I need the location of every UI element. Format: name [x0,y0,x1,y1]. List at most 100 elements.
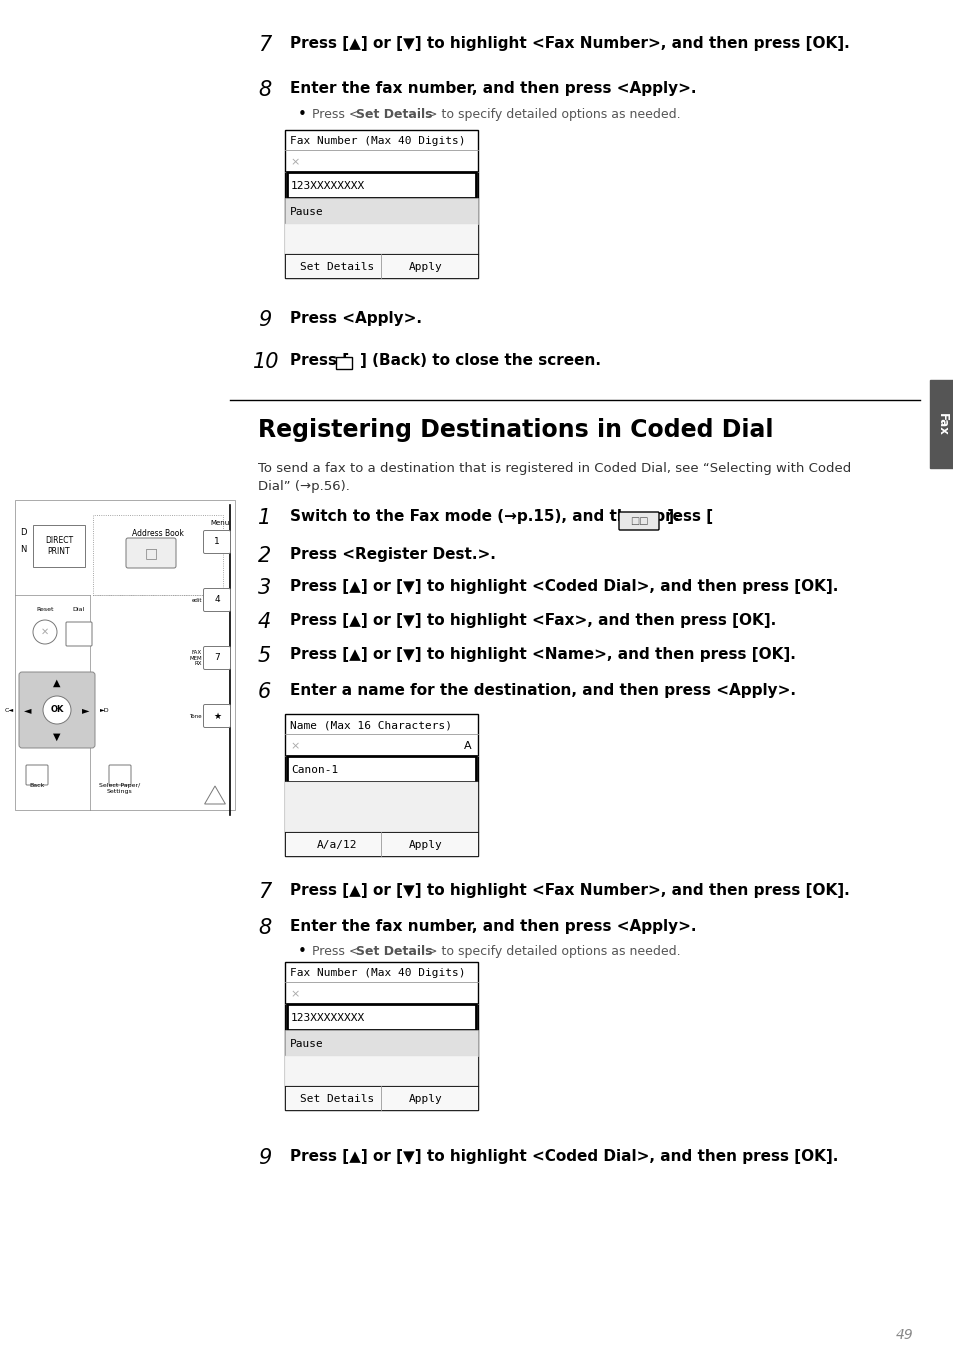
FancyBboxPatch shape [203,589,231,612]
FancyBboxPatch shape [109,765,131,784]
Text: ×: × [290,157,299,167]
Text: Apply: Apply [409,1094,442,1104]
Text: Set Details: Set Details [355,108,432,122]
Text: Enter the fax number, and then press <Apply>.: Enter the fax number, and then press <Ap… [290,919,696,934]
Text: Select Paper/
Settings: Select Paper/ Settings [99,783,140,794]
Text: Switch to the Fax mode (→p.15), and then press [: Switch to the Fax mode (→p.15), and then… [290,509,713,524]
FancyBboxPatch shape [203,705,231,728]
Text: Reset: Reset [36,608,53,612]
Text: Dial: Dial [72,608,85,612]
Text: ▼: ▼ [53,732,61,742]
Text: ◄: ◄ [24,705,31,716]
Bar [285,963,477,1110]
Text: ✕: ✕ [41,626,49,637]
Text: ▲: ▲ [53,678,61,688]
Bar [287,756,476,782]
Text: D: D [20,528,27,537]
Text: 8: 8 [257,918,271,938]
Text: ×: × [290,741,299,751]
FancyBboxPatch shape [618,512,659,531]
Text: Menu: Menu [211,520,230,526]
Text: Enter the fax number, and then press <Apply>.: Enter the fax number, and then press <Ap… [290,81,696,96]
Text: ★: ★ [213,711,221,721]
Text: ►D: ►D [100,707,110,713]
FancyBboxPatch shape [203,647,231,670]
Bar [929,379,953,468]
Text: Tone: Tone [190,714,202,718]
Text: Set Details: Set Details [299,262,374,271]
Bar [285,714,477,856]
Text: > to specify detailed options as needed.: > to specify detailed options as needed. [427,108,679,122]
Text: Registering Destinations in Coded Dial: Registering Destinations in Coded Dial [257,418,773,441]
Text: Apply: Apply [409,840,442,850]
Text: Press [▲] or [▼] to highlight <Fax>, and then press [OK].: Press [▲] or [▼] to highlight <Fax>, and… [290,613,776,628]
Circle shape [33,620,57,644]
Bar [335,356,352,369]
Text: Set Details: Set Details [299,1094,374,1104]
Text: Press [: Press [ [290,352,349,369]
Text: 9: 9 [257,310,271,329]
Bar [285,1085,477,1110]
Text: Press [▲] or [▼] to highlight <Fax Number>, and then press [OK].: Press [▲] or [▼] to highlight <Fax Numbe… [290,883,849,898]
Text: Enter a name for the destination, and then press <Apply>.: Enter a name for the destination, and th… [290,683,795,698]
Text: 7: 7 [257,35,271,55]
Text: Fax: Fax [935,413,947,436]
Text: Press [▲] or [▼] to highlight <Fax Number>, and then press [OK].: Press [▲] or [▼] to highlight <Fax Numbe… [290,36,849,51]
FancyBboxPatch shape [26,765,48,784]
Text: ].: ]. [661,509,679,524]
Text: Press [▲] or [▼] to highlight <Name>, and then press [OK].: Press [▲] or [▼] to highlight <Name>, an… [290,647,795,662]
Text: Set Details: Set Details [355,945,432,958]
Text: □: □ [144,545,157,560]
Bar [285,198,477,224]
Text: ►: ► [82,705,90,716]
Text: ] (Back) to close the screen.: ] (Back) to close the screen. [359,352,600,369]
FancyBboxPatch shape [126,539,175,568]
Bar [285,130,477,278]
FancyBboxPatch shape [19,672,95,748]
Text: Fax Number (Max 40 Digits): Fax Number (Max 40 Digits) [290,136,465,146]
Text: A/a/12: A/a/12 [316,840,357,850]
Text: edit: edit [192,598,202,602]
Text: Dial” (→p.56).: Dial” (→p.56). [257,481,350,493]
Bar [285,224,477,254]
Text: Press [▲] or [▼] to highlight <Coded Dial>, and then press [OK].: Press [▲] or [▼] to highlight <Coded Dia… [290,579,838,594]
Text: A: A [464,741,472,751]
Circle shape [43,697,71,724]
Bar [285,1056,477,1085]
Text: 9: 9 [257,1148,271,1168]
Text: Press <: Press < [312,945,359,958]
Bar [287,171,476,198]
Text: Press <: Press < [312,108,359,122]
Text: > to specify detailed options as needed.: > to specify detailed options as needed. [427,945,679,958]
Text: 8: 8 [257,80,271,100]
Text: FAX
MEM
RX: FAX MEM RX [190,649,202,667]
Text: Address Book: Address Book [132,528,184,537]
Text: Pause: Pause [290,207,323,217]
Bar [285,1030,477,1056]
Text: Fax Number (Max 40 Digits): Fax Number (Max 40 Digits) [290,968,465,977]
Text: 3: 3 [257,578,271,598]
Bar [285,782,477,832]
Text: 7: 7 [213,653,219,663]
Bar [33,525,85,567]
Text: Back: Back [30,783,45,788]
Text: 49: 49 [895,1328,913,1342]
Text: C◄: C◄ [5,707,14,713]
Text: Press <Apply>.: Press <Apply>. [290,310,421,325]
Text: N: N [20,545,27,554]
Text: 1: 1 [257,508,271,528]
Text: Apply: Apply [409,262,442,271]
Text: Name (Max 16 Characters): Name (Max 16 Characters) [290,720,452,730]
Text: DIRECT
PRINT: DIRECT PRINT [45,536,73,556]
Text: □□: □□ [629,516,648,526]
FancyBboxPatch shape [66,622,91,647]
Text: Press [▲] or [▼] to highlight <Coded Dial>, and then press [OK].: Press [▲] or [▼] to highlight <Coded Dia… [290,1149,838,1164]
Text: 10: 10 [253,352,279,373]
Text: Pause: Pause [290,1040,323,1049]
Text: 123XXXXXXXX: 123XXXXXXXX [291,1012,365,1023]
Text: ×: × [290,990,299,999]
FancyBboxPatch shape [203,531,231,554]
Text: •: • [297,107,307,122]
Bar [287,1004,476,1030]
Text: 6: 6 [257,682,271,702]
